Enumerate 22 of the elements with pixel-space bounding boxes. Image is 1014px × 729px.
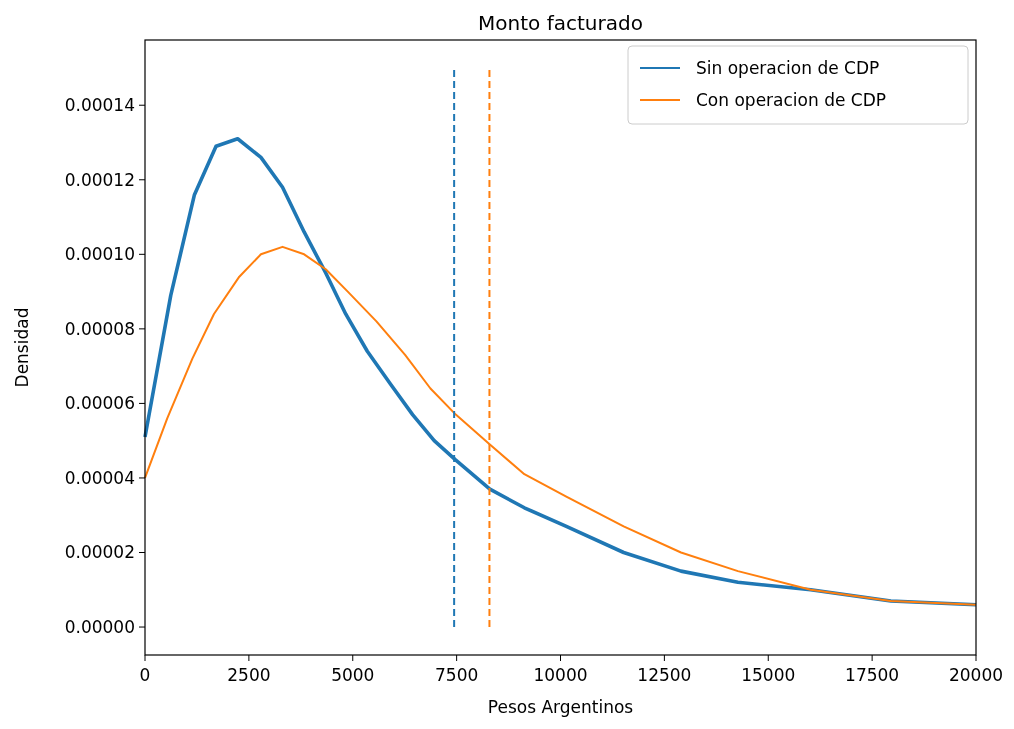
y-tick-label: 0.00000 xyxy=(64,617,135,637)
y-tick-label: 0.00006 xyxy=(64,393,135,414)
y-tick-label: 0.00012 xyxy=(64,169,135,190)
x-tick-label: 7500 xyxy=(434,665,479,685)
y-tick-label: 0.00002 xyxy=(64,542,135,563)
x-axis-title: Pesos Argentinos xyxy=(487,697,634,717)
y-tick-label: 0.00004 xyxy=(64,467,135,488)
x-tick-label: 10000 xyxy=(533,665,588,685)
y-tick-label: 0.00010 xyxy=(64,244,135,265)
x-tick-label: 0 xyxy=(139,665,151,685)
x-tick-label: 17500 xyxy=(845,665,900,685)
x-tick-label: 5000 xyxy=(331,665,375,685)
x-tick-label: 15000 xyxy=(741,665,796,685)
x-tick-label: 2500 xyxy=(227,665,271,685)
legend-label: Sin operacion de CDP xyxy=(696,57,880,78)
y-tick-label: 0.00008 xyxy=(64,318,135,339)
chart-title: Monto facturado xyxy=(478,11,643,35)
y-tick-label: 0.00014 xyxy=(64,95,135,116)
x-tick-label: 20000 xyxy=(948,665,1004,685)
legend-label: Con operacion de CDP xyxy=(696,89,887,110)
x-tick-label: 12500 xyxy=(637,665,692,685)
y-axis-title: Densidad xyxy=(12,307,32,388)
